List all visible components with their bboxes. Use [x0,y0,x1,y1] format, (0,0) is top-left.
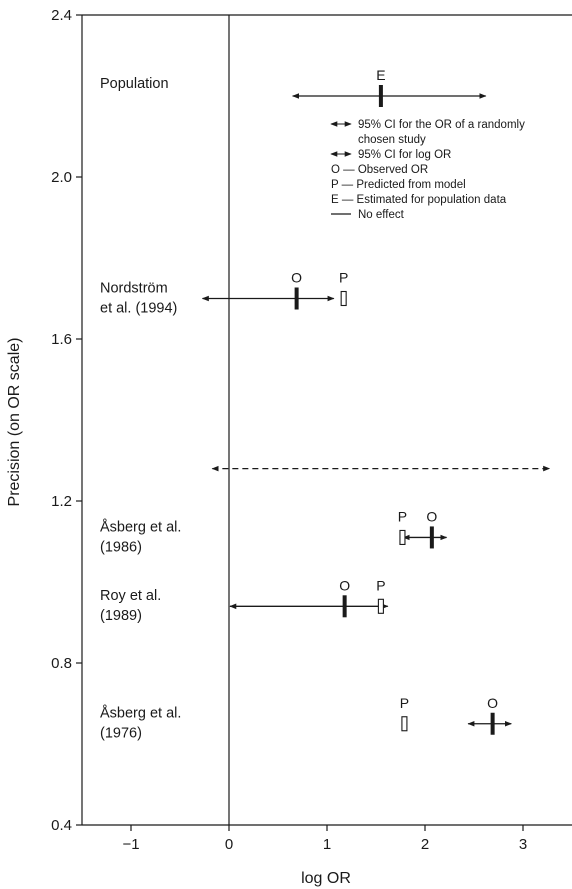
x-axis-label: log OR [301,870,351,887]
predicted-marker [377,598,384,614]
study-label-line: (1989) [100,608,142,624]
predicted-marker [399,529,406,546]
predicted-letter: P [400,695,409,711]
study-label-line: (1986) [100,539,142,555]
estimated-letter: E [376,67,385,83]
observed-marker [429,526,434,549]
predicted-letter: P [398,508,407,524]
predicted-letter: P [376,577,385,593]
y-tick-label: 1.2 [51,493,72,510]
study-label: Åsberg et al. (1976) [100,705,181,742]
legend-text: E — Estimated for population data [331,194,507,206]
observed-marker [294,287,299,310]
study-label-line: Nordström [100,280,168,296]
x-tick-label: 3 [519,836,527,853]
x-tick-label: 1 [323,836,331,853]
study-label: Åsberg et al. (1986) [100,518,181,555]
study-label-line: (1976) [100,726,142,742]
y-axis-label: Precision (on OR scale) [6,338,23,507]
x-tick-label: 0 [225,836,233,853]
legend-text: O — Observed OR [331,164,428,176]
legend-text: 95% CI for log OR [358,149,451,161]
y-tick-label: 0.4 [51,817,72,834]
study-label: Nordström et al. (1994) [100,280,177,316]
estimated-marker [378,85,383,107]
observed-marker [342,595,347,618]
predicted-letter: P [339,270,348,286]
x-tick-label: 2 [421,836,429,853]
study-label-line: Åsberg et al. [100,518,181,535]
observed-letter: O [291,270,302,286]
study-label: Population [100,76,169,92]
y-tick-label: 1.6 [51,331,72,348]
y-tick-label: 2.4 [51,7,72,24]
observed-marker [490,712,495,735]
observed-letter: O [487,695,498,711]
observed-letter: O [339,577,350,593]
study-label-line: Population [100,76,169,92]
x-tick-label: −1 [122,836,139,853]
legend-text: P — Predicted from model [331,179,466,191]
study-label-line: et al. (1994) [100,300,177,316]
y-tick-label: 0.8 [51,655,72,672]
legend-text: chosen study [358,134,426,146]
legend-text: No effect [358,209,405,221]
y-tick-label: 2.0 [51,169,72,186]
observed-letter: O [426,508,437,524]
study-label-line: Åsberg et al. [100,705,181,722]
legend-text: 95% CI for the OR of a randomly [358,119,525,131]
study-label: Roy et al. (1989) [100,588,161,624]
predicted-marker [340,290,347,307]
study-label-line: Roy et al. [100,588,161,604]
predicted-marker [401,716,408,732]
